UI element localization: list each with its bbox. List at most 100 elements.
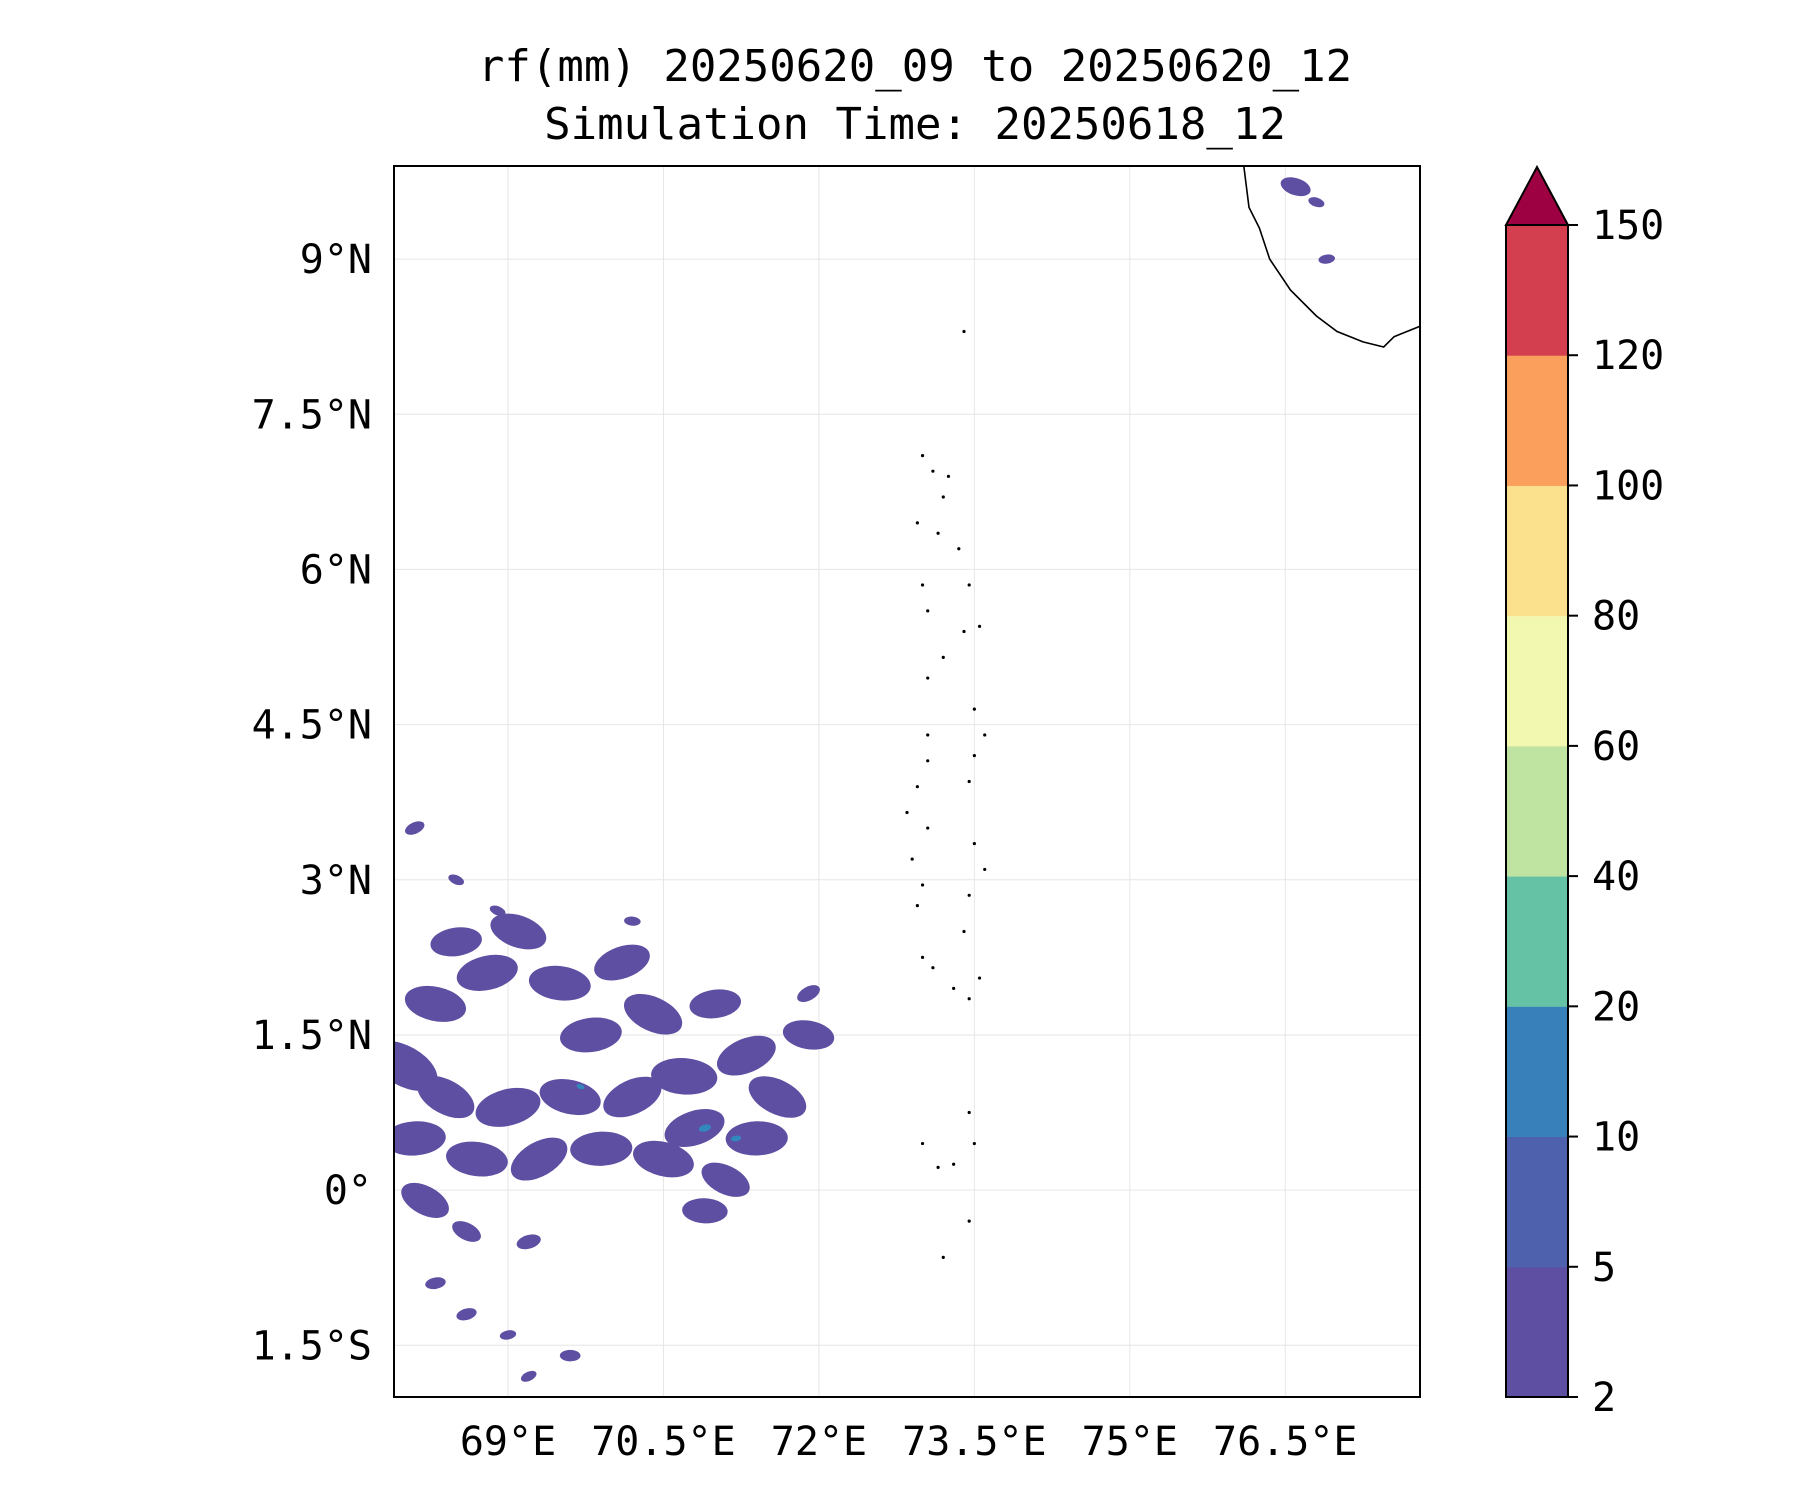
island-dot — [952, 986, 956, 990]
colorbar-segment — [1506, 745, 1568, 877]
rainfall-patch — [689, 989, 742, 1019]
rainfall-patch — [404, 985, 467, 1022]
rainfall-patch — [456, 954, 518, 991]
rainfall-patch — [1308, 197, 1325, 208]
colorbar-segment — [1506, 485, 1568, 617]
island-dot — [972, 1141, 976, 1146]
rainfall-patch — [516, 1234, 541, 1250]
colorbar-label: 2 — [1592, 1375, 1616, 1421]
colorbar-label: 10 — [1592, 1115, 1640, 1161]
colorbar-segment — [1506, 1006, 1568, 1138]
colorbar-label: 40 — [1592, 854, 1640, 900]
y-tick-label: 0° — [324, 1168, 372, 1214]
island-dot — [931, 966, 935, 970]
island-dot — [972, 707, 976, 711]
colorbar-frame — [1505, 224, 1569, 1398]
rainfall-patch — [456, 1308, 477, 1321]
island-dot — [967, 583, 971, 587]
island-dot — [972, 754, 976, 758]
coastlines — [905, 166, 1420, 1259]
island-dot — [920, 583, 925, 587]
island-dot — [967, 1219, 971, 1223]
y-tick-label: 3°N — [300, 858, 372, 904]
rainfall-patch — [425, 1277, 446, 1290]
x-tick-label: 75°E — [1082, 1419, 1178, 1465]
island-dot — [977, 624, 982, 628]
colorbar-label: 20 — [1592, 984, 1640, 1030]
colorbar-label: 150 — [1592, 203, 1664, 249]
island-dot — [967, 997, 971, 1001]
rainfall-patch — [448, 874, 464, 886]
rainfall-contours — [394, 177, 1335, 1382]
colorbar-label: 60 — [1592, 724, 1640, 770]
rainfall-patch — [633, 1140, 694, 1178]
rainfall-patch — [1280, 177, 1311, 197]
rainfall-patch — [623, 993, 683, 1035]
colorbar-segment — [1506, 1136, 1568, 1268]
x-tick-label: 76.5°E — [1213, 1419, 1358, 1465]
latitude-ticks: 9°N 7.5°N 6°N 4.5°N 3°N 1.5°N 0° 1.5°S — [252, 237, 372, 1369]
island-dot — [962, 629, 966, 634]
colorbar-segment — [1506, 876, 1568, 1007]
rainfall-patch — [594, 944, 650, 981]
island-dot — [926, 733, 930, 737]
island-dot — [941, 1255, 945, 1259]
rainfall-patch — [528, 965, 591, 1001]
rainfall-patch — [539, 1078, 601, 1116]
rainfall-patch — [651, 1057, 718, 1095]
rainfall-patch — [698, 1124, 711, 1132]
colorbar-label: 80 — [1592, 594, 1640, 640]
x-tick-label: 70.5°E — [591, 1419, 736, 1465]
y-tick-label: 1.5°N — [252, 1013, 372, 1059]
rainfall-patch — [417, 1075, 475, 1119]
island-dot — [977, 976, 982, 980]
island-dot — [926, 676, 930, 680]
colorbar-label: 120 — [1592, 333, 1664, 379]
rainfall-patch — [452, 1221, 481, 1242]
island-dot — [962, 929, 966, 934]
y-tick-label: 9°N — [300, 237, 372, 283]
island-dot — [941, 655, 945, 659]
y-tick-label: 7.5°N — [252, 392, 372, 438]
island-dot — [983, 733, 987, 737]
island-dot — [941, 495, 945, 499]
island-dot — [967, 893, 971, 897]
island-dot — [905, 810, 909, 815]
rainfall-patch — [797, 985, 820, 1003]
rainfall-patch — [603, 1076, 662, 1118]
island-dot — [915, 521, 919, 525]
colorbar: 2 5 10 20 40 60 80 100 120 150 — [1504, 164, 1664, 1421]
y-tick-label: 1.5°S — [252, 1323, 372, 1369]
rainfall-patch — [624, 916, 641, 926]
island-dot — [920, 883, 925, 887]
island-dot — [952, 1162, 956, 1166]
rainfall-patch — [560, 1017, 622, 1053]
rainfall-patch — [725, 1121, 788, 1156]
colorbar-segment — [1506, 225, 1568, 356]
island-dot — [910, 857, 914, 861]
colorbar-label: 5 — [1592, 1245, 1616, 1291]
island-dot — [926, 609, 930, 613]
rainfall-patch — [682, 1198, 728, 1224]
rainfall-patch — [446, 1141, 508, 1177]
island-dot — [920, 955, 925, 959]
x-tick-label: 69°E — [460, 1419, 556, 1465]
rainfall-patch — [401, 1182, 449, 1218]
colorbar-extend-arrow — [1504, 164, 1570, 226]
map-title: rf(mm) 20250620_09 to 20250620_12 Simula… — [315, 38, 1515, 154]
island-dot — [983, 867, 987, 872]
rainfall-patch — [716, 1035, 776, 1076]
rainfall-patch — [748, 1076, 807, 1118]
rainfall-patch — [520, 1370, 537, 1382]
island-dot — [967, 1110, 971, 1115]
island-dot — [915, 904, 919, 908]
rainfall-patch — [701, 1162, 750, 1197]
longitude-ticks: 69°E 70.5°E 72°E 73.5°E 75°E 76.5°E — [460, 1419, 1358, 1465]
colorbar-segment — [1506, 355, 1568, 486]
map-gridlines — [394, 166, 1420, 1397]
title-line-2: Simulation Time: 20250618_12 — [544, 99, 1286, 150]
island-dot — [972, 841, 976, 846]
island-dot — [967, 779, 971, 784]
rainfall-patch — [510, 1137, 568, 1181]
